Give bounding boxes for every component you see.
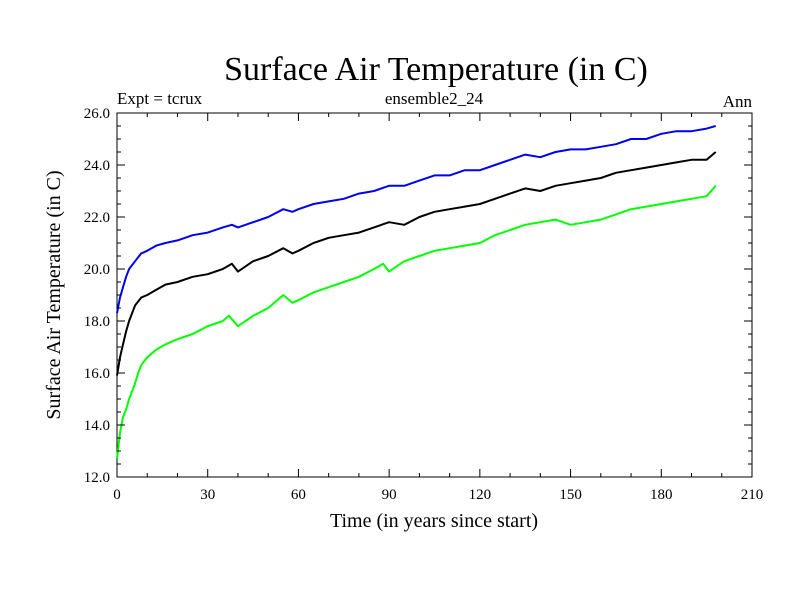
x-tick-label: 30 — [200, 487, 215, 503]
x-tick-label: 120 — [469, 487, 492, 503]
x-tick-label: 210 — [741, 487, 764, 503]
y-tick-label: 14.0 — [84, 418, 110, 434]
x-tick-label: 180 — [650, 487, 673, 503]
series-line-lower — [116, 185, 717, 459]
chart-subtitle-left: Expt = tcrux — [117, 89, 203, 108]
y-tick-label: 26.0 — [84, 106, 110, 122]
y-tick-label: 18.0 — [84, 314, 110, 330]
series-line-middle — [116, 151, 717, 376]
x-tick-label: 60 — [291, 487, 306, 503]
y-tick-label: 24.0 — [84, 158, 110, 174]
y-tick-label: 12.0 — [84, 470, 110, 486]
x-tick-label: 90 — [382, 487, 397, 503]
axis-ticks-group: 0 30 60 90 120 150 180 210 12.0 14.0 16.0 18.0 20.0 2… — [84, 106, 764, 503]
y-tick-label: 16.0 — [84, 366, 110, 382]
y-axis-label: Surface Air Temperature (in C) — [43, 170, 65, 419]
chart-subtitle-center: ensemble2_24 — [385, 89, 484, 108]
chart-title: Surface Air Temperature (in C) — [224, 51, 648, 88]
chart-subtitle-right: Ann — [723, 92, 753, 111]
x-axis-label: Time (in years since start) — [330, 510, 538, 532]
x-tick-label: 150 — [559, 487, 582, 503]
plot-series-group — [116, 125, 717, 459]
y-tick-label: 22.0 — [84, 210, 110, 226]
series-line-upper — [116, 125, 716, 314]
y-tick-label: 20.0 — [84, 262, 110, 278]
x-tick-label: 0 — [113, 487, 121, 503]
